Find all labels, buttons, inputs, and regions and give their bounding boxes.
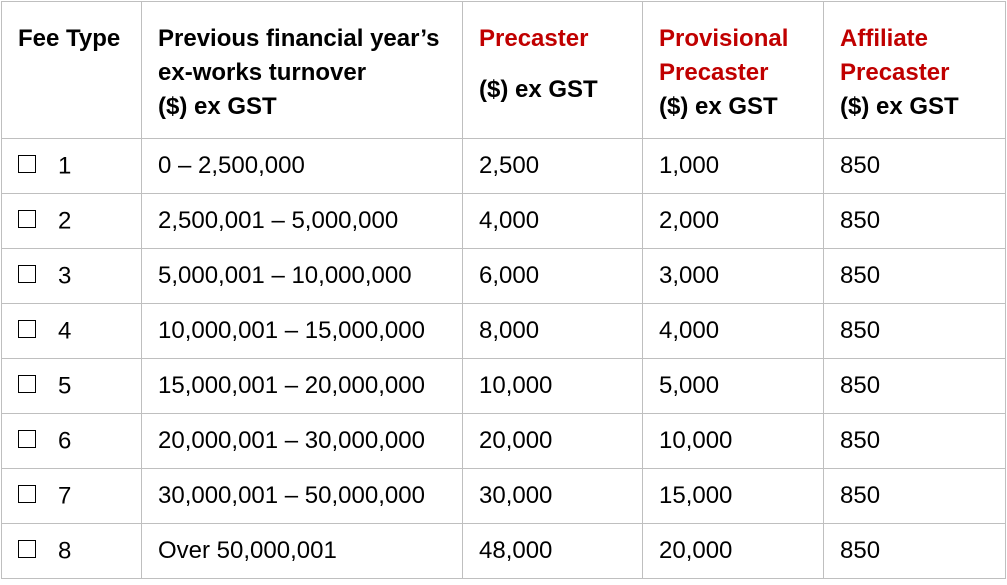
precaster-fee-cell: 2,500 [462,138,643,194]
turnover-cell: 5,000,001 – 10,000,000 [141,248,463,304]
fee-type-number: 2 [58,207,72,235]
checkbox[interactable] [18,375,36,394]
table-row: 8 Over 50,000,001 48,000 20,000 850 [1,523,1006,579]
precaster-fee-cell: 20,000 [462,413,643,469]
affiliate-fee-cell: 850 [823,303,1006,359]
fee-type-cell: 3 [1,248,142,304]
header-provisional-line1: Provisional [659,25,789,52]
fee-type-number: 8 [58,537,72,565]
header-provisional-line2: Precaster [659,59,769,86]
table-row: 5 15,000,001 – 20,000,000 10,000 5,000 8… [1,358,1006,414]
precaster-fee-cell: 6,000 [462,248,643,304]
turnover-cell: 30,000,001 – 50,000,000 [141,468,463,524]
header-row: Fee Type Previous financial year’s ex-wo… [1,1,1006,139]
fee-type-number: 7 [58,482,72,510]
affiliate-fee-cell: 850 [823,468,1006,524]
turnover-cell: 20,000,001 – 30,000,000 [141,413,463,469]
affiliate-fee-cell: 850 [823,358,1006,414]
table-row: 4 10,000,001 – 15,000,000 8,000 4,000 85… [1,303,1006,359]
header-turnover: Previous financial year’s ex-works turno… [141,1,463,139]
checkbox[interactable] [18,320,36,339]
turnover-cell: 10,000,001 – 15,000,000 [141,303,463,359]
fee-type-number: 3 [58,262,72,290]
checkbox[interactable] [18,265,36,284]
fee-rows: 1 0 – 2,500,000 2,500 1,000 850 2 2,500,… [1,138,1006,579]
affiliate-fee-cell: 850 [823,248,1006,304]
precaster-fee-cell: 48,000 [462,523,643,579]
checkbox[interactable] [18,155,36,174]
provisional-fee-cell: 2,000 [642,193,824,249]
fee-type-cell: 8 [1,523,142,579]
provisional-fee-cell: 5,000 [642,358,824,414]
provisional-fee-cell: 20,000 [642,523,824,579]
header-provisional-line3: ($) ex GST [659,93,778,120]
turnover-cell: 0 – 2,500,000 [141,138,463,194]
header-precaster-line1: Precaster [479,25,589,52]
precaster-fee-cell: 10,000 [462,358,643,414]
header-provisional: Provisional Precaster ($) ex GST [642,1,824,139]
affiliate-fee-cell: 850 [823,138,1006,194]
header-precaster-line2: ($) ex GST [479,76,598,103]
fee-type-number: 5 [58,372,72,400]
table-row: 1 0 – 2,500,000 2,500 1,000 850 [1,138,1006,194]
header-turnover-line1: Previous financial year’s [158,25,440,52]
header-precaster: Precaster ($) ex GST [462,1,643,139]
fee-type-cell: 4 [1,303,142,359]
affiliate-fee-cell: 850 [823,413,1006,469]
fee-type-cell: 6 [1,413,142,469]
header-fee-type: Fee Type [1,1,142,139]
fee-type-cell: 2 [1,193,142,249]
provisional-fee-cell: 15,000 [642,468,824,524]
turnover-cell: 15,000,001 – 20,000,000 [141,358,463,414]
header-affiliate-line1: Affiliate [840,25,929,52]
affiliate-fee-cell: 850 [823,193,1006,249]
table-row: 6 20,000,001 – 30,000,000 20,000 10,000 … [1,413,1006,469]
provisional-fee-cell: 4,000 [642,303,824,359]
checkbox[interactable] [18,485,36,504]
header-affiliate-line2: Precaster [840,59,950,86]
fee-type-cell: 5 [1,358,142,414]
provisional-fee-cell: 10,000 [642,413,824,469]
table-row: 2 2,500,001 – 5,000,000 4,000 2,000 850 [1,193,1006,249]
header-fee-type-label: Fee Type [18,25,121,52]
fee-type-number: 6 [58,427,72,455]
header-turnover-line3: ($) ex GST [158,93,277,120]
fee-type-cell: 1 [1,138,142,194]
precaster-fee-cell: 30,000 [462,468,643,524]
provisional-fee-cell: 3,000 [642,248,824,304]
header-affiliate-line3: ($) ex GST [840,93,959,120]
table-row: 7 30,000,001 – 50,000,000 30,000 15,000 … [1,468,1006,524]
table-row: 3 5,000,001 – 10,000,000 6,000 3,000 850 [1,248,1006,304]
checkbox[interactable] [18,430,36,449]
affiliate-fee-cell: 850 [823,523,1006,579]
header-affiliate: Affiliate Precaster ($) ex GST [823,1,1006,139]
turnover-cell: Over 50,000,001 [141,523,463,579]
checkbox[interactable] [18,210,36,229]
fee-type-number: 4 [58,317,72,345]
checkbox[interactable] [18,540,36,559]
fee-type-number: 1 [58,152,72,180]
precaster-fee-cell: 4,000 [462,193,643,249]
fee-type-cell: 7 [1,468,142,524]
header-turnover-line2: ex-works turnover [158,59,367,86]
turnover-cell: 2,500,001 – 5,000,000 [141,193,463,249]
provisional-fee-cell: 1,000 [642,138,824,194]
precaster-fee-cell: 8,000 [462,303,643,359]
